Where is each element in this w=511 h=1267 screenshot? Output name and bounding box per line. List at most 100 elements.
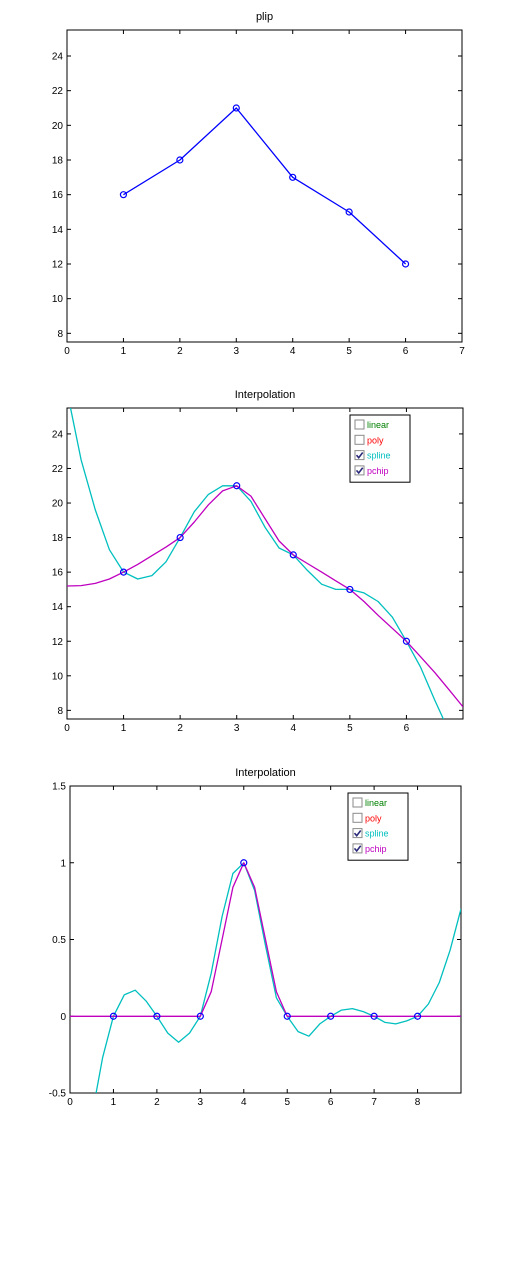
data-point (283, 1012, 291, 1020)
check-icon (353, 845, 362, 853)
data-point (196, 1012, 204, 1020)
legend-checkbox-poly[interactable] (352, 812, 363, 823)
y-tick-label: 18 (52, 533, 64, 544)
x-tick-label: 4 (241, 1097, 247, 1108)
plot-area (67, 408, 463, 719)
data-point (233, 482, 241, 490)
data-point (289, 173, 297, 181)
y-tick-label: 22 (52, 86, 64, 97)
x-tick-label: 6 (328, 1097, 334, 1108)
x-tick-label: 1 (121, 346, 127, 357)
axes-box (66, 29, 463, 343)
data-point (176, 156, 184, 164)
legend-label: poly (365, 813, 382, 823)
legend-checkbox-spline[interactable] (354, 450, 365, 461)
checkbox (352, 797, 363, 808)
x-tick-label: 0 (67, 1097, 73, 1108)
check-icon (355, 452, 364, 459)
legend-label: linear (365, 798, 387, 808)
y-tick-label: 1.5 (52, 782, 66, 793)
y-tick-label: 8 (57, 706, 63, 717)
x-tick-label: 7 (371, 1097, 377, 1108)
y-tick-label: 8 (57, 329, 63, 340)
x-tick-label: 7 (459, 346, 465, 357)
x-tick-label: 3 (234, 346, 240, 357)
legend: linear poly spline pchip (347, 792, 409, 861)
x-tick-label: 4 (290, 346, 296, 357)
x-tick-label: 3 (198, 1097, 204, 1108)
legend-checkbox-linear[interactable] (352, 797, 363, 808)
data-point (401, 260, 410, 268)
plot-area (123, 107, 407, 265)
x-tick-label: 2 (177, 346, 183, 357)
chart-title: plip (256, 11, 273, 23)
legend-checkbox-poly[interactable] (354, 434, 365, 445)
checkbox (352, 812, 363, 823)
y-tick-label: 0.5 (52, 935, 66, 946)
series-line-pchip (67, 485, 463, 708)
data-point (119, 568, 128, 576)
x-tick-label: 1 (121, 723, 127, 734)
chart-title: Interpolation (235, 389, 296, 401)
legend-checkbox-spline[interactable] (352, 828, 363, 839)
series-line-spline (95, 862, 461, 1093)
y-tick-label: 10 (52, 671, 64, 682)
data-point (240, 859, 248, 867)
check-icon (353, 830, 362, 837)
x-tick-label: 6 (403, 346, 409, 357)
data-point (232, 104, 240, 112)
data-point (346, 585, 354, 594)
legend-checkbox-pchip[interactable] (354, 465, 365, 476)
x-tick-label: 3 (234, 723, 240, 734)
y-tick-label: 22 (52, 464, 64, 475)
checkbox (354, 434, 365, 445)
x-tick-label: 5 (346, 346, 352, 357)
data-point (119, 191, 128, 199)
x-tick-label: 5 (284, 1097, 290, 1108)
legend-checkbox-pchip[interactable] (352, 843, 363, 854)
x-tick-label: 5 (347, 723, 353, 734)
y-tick-label: 14 (52, 225, 64, 236)
series-line-pchip (70, 862, 461, 1017)
data-point (413, 1012, 422, 1020)
x-tick-label: 1 (111, 1097, 117, 1108)
y-tick-label: 10 (52, 294, 64, 305)
y-tick-label: 1 (60, 858, 66, 869)
y-tick-label: 20 (52, 499, 64, 510)
y-tick-label: 18 (52, 156, 64, 167)
legend-label: poly (367, 435, 384, 445)
check-icon (355, 467, 364, 475)
y-tick-label: 14 (52, 602, 64, 613)
checkbox (354, 450, 365, 461)
data-point (327, 1012, 335, 1020)
plot-area (70, 862, 461, 1093)
y-tick-label: 16 (52, 190, 64, 201)
checkbox (352, 828, 363, 839)
data-point (402, 637, 411, 645)
legend-label: spline (365, 829, 389, 839)
legend-label: linear (367, 420, 389, 430)
legend: linear poly spline pchip (349, 414, 411, 483)
axes-box (66, 407, 464, 720)
series-line-spline (69, 408, 445, 719)
data-point (109, 1012, 118, 1020)
y-tick-label: 12 (52, 260, 64, 271)
y-tick-label: 20 (52, 121, 64, 132)
y-tick-label: 12 (52, 637, 64, 648)
data-point (370, 1012, 378, 1020)
y-tick-label: 16 (52, 568, 64, 579)
data-point (176, 533, 184, 542)
x-tick-label: 2 (177, 723, 183, 734)
x-tick-label: 8 (415, 1097, 421, 1108)
legend-checkbox-linear[interactable] (354, 419, 365, 430)
legend-label: spline (367, 451, 391, 461)
chart-title: Interpolation (235, 767, 296, 779)
x-tick-label: 6 (404, 723, 410, 734)
checkbox (354, 419, 365, 430)
x-tick-label: 2 (154, 1097, 160, 1108)
data-point (345, 208, 353, 216)
